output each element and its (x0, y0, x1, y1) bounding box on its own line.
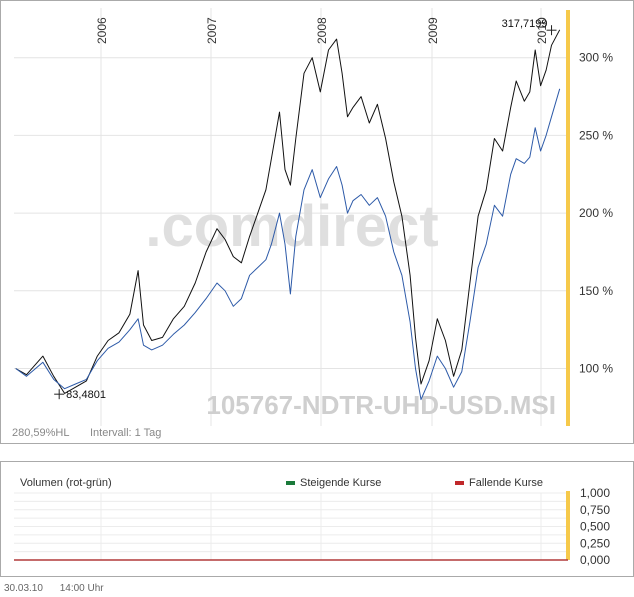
price-panel-frame (0, 0, 634, 444)
x-tick-label: 2006 (95, 17, 109, 44)
instrument-label: 105767-NDTR-UHD-USD.MSI (206, 390, 556, 420)
annotation-label: 83,4801 (66, 389, 106, 401)
info-interval-label: Intervall: 1 Tag (90, 427, 161, 439)
series-line-1 (15, 29, 561, 394)
volume-y-tick-label: 0,250 (580, 536, 610, 550)
volume-y-tick-label: 0,750 (580, 503, 610, 517)
y-tick-label: 200 % (579, 206, 613, 220)
legend-label: Fallende Kurse (469, 477, 543, 489)
volume-panel-frame (0, 461, 634, 577)
y-tick-label: 250 % (579, 128, 613, 142)
footer-date: 30.03.10 (4, 583, 43, 594)
legend-swatch (286, 481, 295, 485)
annotation-label: 317,7199 (502, 18, 548, 30)
y-tick-label: 150 % (579, 284, 613, 298)
legend-label: Steigende Kurse (300, 477, 381, 489)
watermark: .comdirect (145, 194, 438, 259)
current-period-marker (566, 10, 570, 426)
y-tick-label: 100 % (579, 362, 613, 376)
x-tick-label: 2009 (426, 17, 440, 44)
info-left-label: 280,59%HL (12, 427, 70, 439)
x-tick-label: 2008 (315, 17, 329, 44)
x-tick-label: 2010 (535, 17, 549, 44)
y-tick-label: 300 % (579, 51, 613, 65)
footer: 30.03.10 14:00 Uhr (4, 583, 118, 594)
volume-y-tick-label: 1,000 (580, 486, 610, 500)
footer-time: 14:00 Uhr (59, 583, 104, 594)
legend-swatch (455, 481, 464, 485)
volume-title: Volumen (rot-grün) (20, 477, 112, 489)
x-tick-label: 2007 (205, 17, 219, 44)
series-line-2 (15, 88, 561, 401)
volume-period-marker (566, 491, 570, 560)
volume-y-tick-label: 0,500 (580, 520, 610, 534)
volume-y-tick-label: 0,000 (580, 553, 610, 567)
